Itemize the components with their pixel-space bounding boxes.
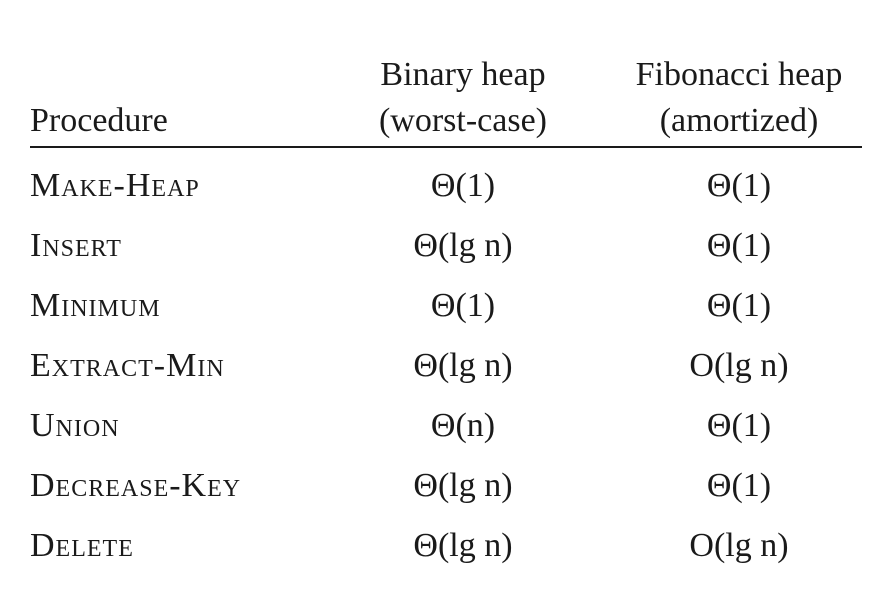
header-fibonacci-heap: Fibonacci heap (amortized)	[608, 52, 870, 144]
complexity-table: Procedure Binary heap (worst-case) Fibon…	[30, 52, 862, 576]
table-row: Decrease-Key Θ(lg n) Θ(1)	[30, 456, 862, 516]
fibonacci-heap-cell: O(lg n)	[689, 527, 789, 564]
binary-heap-cell: Θ(lg n)	[413, 227, 513, 264]
table-row: Make-Heap Θ(1) Θ(1)	[30, 156, 862, 216]
procedure-cell: Insert	[30, 227, 122, 264]
binary-heap-cell: Θ(lg n)	[413, 347, 513, 384]
table-row: Minimum Θ(1) Θ(1)	[30, 276, 862, 336]
fibonacci-heap-cell: Θ(1)	[706, 167, 772, 204]
header-binary-heap-subtitle: (worst-case)	[378, 102, 548, 139]
procedure-cell: Make-Heap	[30, 167, 200, 204]
procedure-cell: Decrease-Key	[30, 467, 242, 504]
fibonacci-heap-cell: Θ(1)	[706, 407, 772, 444]
header-procedure: Procedure	[30, 102, 168, 139]
table-row: Insert Θ(lg n) Θ(1)	[30, 216, 862, 276]
binary-heap-cell: Θ(1)	[430, 287, 496, 324]
binary-heap-cell: Θ(1)	[430, 167, 496, 204]
procedure-cell: Union	[30, 407, 120, 444]
header-fibonacci-heap-title: Fibonacci heap	[635, 56, 843, 93]
header-binary-heap: Binary heap (worst-case)	[330, 52, 596, 144]
binary-heap-cell: Θ(lg n)	[413, 467, 513, 504]
fibonacci-heap-cell: Θ(1)	[706, 467, 772, 504]
binary-heap-cell: Θ(lg n)	[413, 527, 513, 564]
procedure-cell: Delete	[30, 527, 134, 564]
procedure-cell: Minimum	[30, 287, 161, 324]
table-row: Union Θ(n) Θ(1)	[30, 396, 862, 456]
table-row: Extract-Min Θ(lg n) O(lg n)	[30, 336, 862, 396]
fibonacci-heap-cell: Θ(1)	[706, 227, 772, 264]
table-body: Make-Heap Θ(1) Θ(1) Insert Θ(lg n) Θ(1) …	[30, 156, 862, 576]
header-rule	[30, 146, 862, 148]
table-row: Delete Θ(lg n) O(lg n)	[30, 516, 862, 576]
fibonacci-heap-cell: Θ(1)	[706, 287, 772, 324]
header-fibonacci-heap-subtitle: (amortized)	[659, 102, 819, 139]
binary-heap-cell: Θ(n)	[430, 407, 496, 444]
table-header: Procedure Binary heap (worst-case) Fibon…	[30, 52, 862, 146]
fibonacci-heap-cell: O(lg n)	[689, 347, 789, 384]
header-binary-heap-title: Binary heap	[380, 56, 546, 93]
procedure-cell: Extract-Min	[30, 347, 225, 384]
